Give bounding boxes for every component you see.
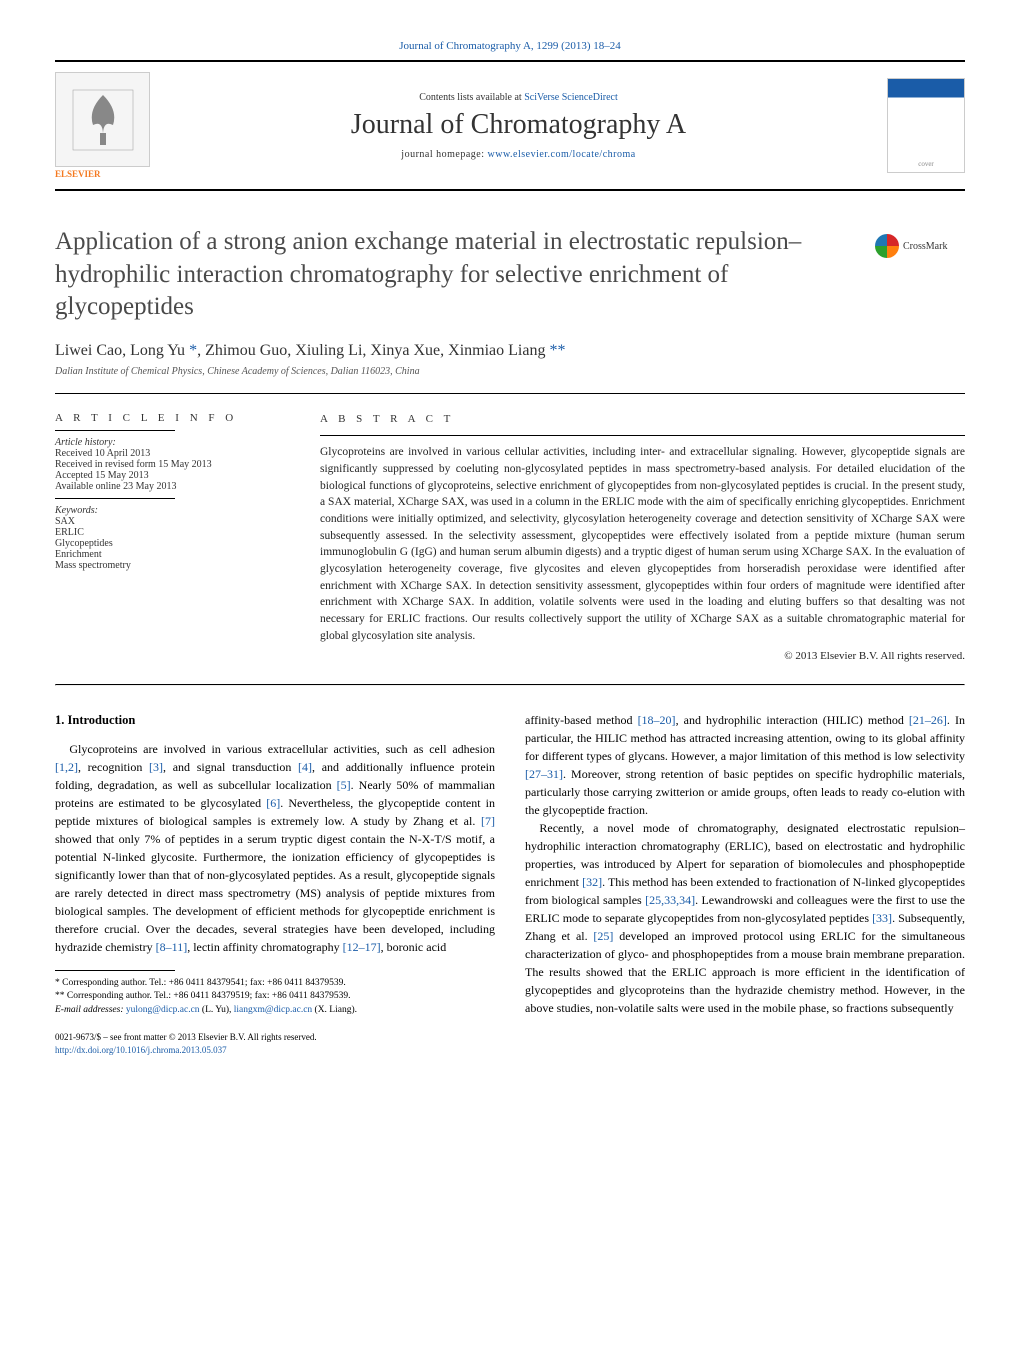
citation-ref[interactable]: [25] [593,929,613,943]
issn-line: 0021-9673/$ – see front matter © 2013 El… [55,1031,495,1044]
authors: Liwei Cao, Long Yu *, Zhimou Guo, Xiulin… [55,342,965,360]
crossmark-label: CrossMark [903,241,947,252]
history-line: Accepted 15 May 2013 [55,470,290,481]
body-column-left: 1. Introduction Glycoproteins are involv… [55,711,495,1056]
citation-ref[interactable]: [5] [337,778,351,792]
body-paragraph: Recently, a novel mode of chromatography… [525,819,965,1017]
history-line: Received 10 April 2013 [55,448,290,459]
footnote: * Corresponding author. Tel.: +86 0411 8… [55,977,495,990]
email-link[interactable]: yulong@dicp.ac.cn [126,1005,200,1015]
citation-ref[interactable]: [8–11] [156,940,188,954]
affiliation: Dalian Institute of Chemical Physics, Ch… [55,366,965,377]
citation-ref[interactable]: [4] [298,760,312,774]
elsevier-tree-icon [55,72,150,167]
elsevier-logo: ELSEVIER [55,72,150,179]
footnotes: * Corresponding author. Tel.: +86 0411 8… [55,977,495,1017]
abstract-heading: A B S T R A C T [320,412,965,428]
journal-header: ELSEVIER Contents lists available at Sci… [55,60,965,191]
body-paragraph: Glycoproteins are involved in various ex… [55,740,495,956]
crossmark-icon [875,234,899,258]
history-line: Received in revised form 15 May 2013 [55,459,290,470]
history-label: Article history: [55,437,290,448]
article-info-heading: A R T I C L E I N F O [55,412,290,424]
abstract-column: A B S T R A C T Glycoproteins are involv… [320,412,965,665]
elsevier-label: ELSEVIER [55,169,150,179]
citation-ref[interactable]: [1,2] [55,760,78,774]
article-info-column: A R T I C L E I N F O Article history: R… [55,412,290,665]
doi-link[interactable]: http://dx.doi.org/10.1016/j.chroma.2013.… [55,1044,495,1057]
footnote-emails: E-mail addresses: yulong@dicp.ac.cn (L. … [55,1004,495,1017]
email-link[interactable]: liangxm@dicp.ac.cn [234,1005,312,1015]
homepage-link[interactable]: www.elsevier.com/locate/chroma [488,149,636,160]
citation-link[interactable]: Journal of Chromatography A, 1299 (2013)… [55,40,965,52]
article-title: Application of a strong anion exchange m… [55,226,855,324]
keywords-label: Keywords: [55,505,290,516]
citation-ref[interactable]: [3] [149,760,163,774]
citation-ref[interactable]: [25,33,34] [645,893,695,907]
citation-ref[interactable]: [6] [266,796,280,810]
citation-ref[interactable]: [33] [872,911,892,925]
citation-ref[interactable]: [7] [481,814,495,828]
section-heading: 1. Introduction [55,711,495,730]
abstract-text: Glycoproteins are involved in various ce… [320,444,965,644]
bottom-meta: 0021-9673/$ – see front matter © 2013 El… [55,1031,495,1056]
divider [55,684,965,686]
keyword: Glycopeptides [55,538,290,549]
keyword: ERLIC [55,527,290,538]
homepage-line: journal homepage: www.elsevier.com/locat… [150,149,887,160]
crossmark-badge[interactable]: CrossMark [875,231,965,261]
divider [55,393,965,394]
sciencedirect-link[interactable]: SciVerse ScienceDirect [524,92,618,103]
abstract-copyright: © 2013 Elsevier B.V. All rights reserved… [320,649,965,665]
citation-ref[interactable]: [12–17] [343,940,381,954]
keyword: Enrichment [55,549,290,560]
keyword: Mass spectrometry [55,560,290,571]
contents-line: Contents lists available at SciVerse Sci… [150,92,887,103]
footnote: ** Corresponding author. Tel.: +86 0411 … [55,990,495,1003]
body-column-right: affinity-based method [18–20], and hydro… [525,711,965,1056]
body-paragraph: affinity-based method [18–20], and hydro… [525,711,965,819]
citation-ref[interactable]: [21–26] [909,713,947,727]
keyword: SAX [55,516,290,527]
journal-cover-icon: cover [887,78,965,173]
citation-ref[interactable]: [32] [582,875,602,889]
history-line: Available online 23 May 2013 [55,481,290,492]
citation-ref[interactable]: [18–20] [638,713,676,727]
citation-ref[interactable]: [27–31] [525,767,563,781]
journal-name: Journal of Chromatography A [150,109,887,141]
